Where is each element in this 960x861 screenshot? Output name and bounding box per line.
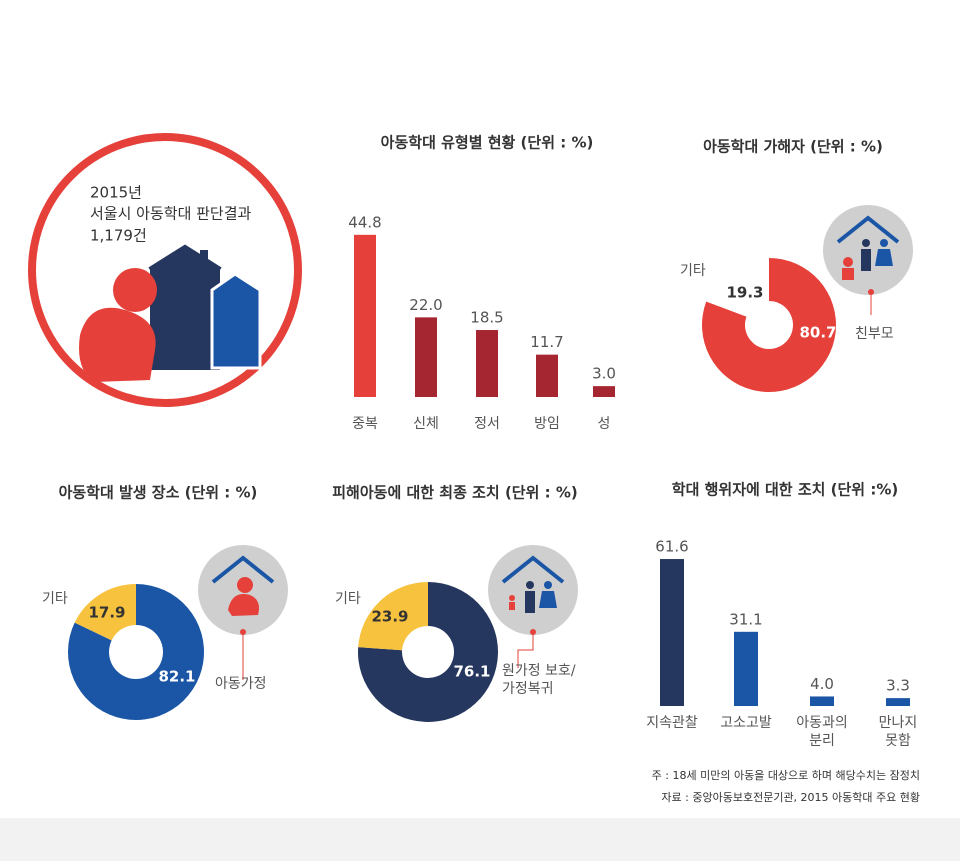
- icon-family: [488, 545, 578, 668]
- category-label: 고소고발: [720, 715, 772, 731]
- chart-title: 피해아동에 대한 최종 조치 (단위 : %): [332, 484, 577, 502]
- category-label: 지속관찰: [646, 715, 698, 731]
- category-label: 원가정 보호/가정복귀: [502, 663, 576, 697]
- bar: [415, 317, 437, 397]
- category-label: 아동가정: [215, 676, 267, 692]
- value-label: 44.8: [348, 213, 381, 231]
- intro-year: 2015년: [90, 184, 142, 202]
- donut-slice: [74, 584, 136, 641]
- value-label: 4.0: [810, 675, 834, 693]
- category-label: 방임: [534, 416, 560, 432]
- chart-title: 아동학대 발생 장소 (단위 : %): [59, 484, 258, 502]
- category-label: 친부모: [855, 326, 894, 342]
- value-label: 3.0: [592, 365, 616, 383]
- category-label: 정서: [474, 416, 500, 432]
- value-label: 19.3: [726, 284, 763, 302]
- bar: [476, 330, 498, 397]
- donut-slice: [702, 258, 836, 392]
- category-label: 기타: [42, 591, 68, 607]
- note: 자료 : 중앙아동보호전문기관, 2015 아동학대 주요 현황: [661, 791, 920, 804]
- bar: [734, 631, 758, 706]
- donut-slice: [68, 584, 205, 720]
- value-label: 22.0: [409, 296, 442, 314]
- value-label: 17.9: [88, 604, 125, 622]
- value-label: 31.1: [729, 610, 762, 628]
- chart-title: 아동학대 유형별 현황 (단위 : %): [381, 134, 594, 152]
- donut-slice: [358, 582, 428, 651]
- bar: [536, 354, 558, 397]
- chart-title: 학대 행위자에 대한 조치 (단위 :%): [672, 481, 898, 499]
- intro-title: 서울시 아동학대 판단결과: [90, 205, 252, 223]
- value-label: 76.1: [453, 663, 490, 681]
- bar: [886, 698, 910, 706]
- category-label: 성: [597, 416, 611, 432]
- category-label: 중복: [352, 416, 378, 432]
- donut-slice: [358, 582, 498, 723]
- category-label: 기타: [335, 591, 361, 607]
- value-label: 11.7: [530, 333, 563, 351]
- category-label: 아동과의 분리: [796, 715, 848, 749]
- icon-home: [198, 545, 288, 680]
- note: 주 : 18세 미만의 아동을 대상으로 하며 해당수치는 잠정치: [652, 768, 920, 782]
- bar: [810, 696, 834, 706]
- chart-title: 아동학대 가해자 (단위 : %): [703, 138, 883, 156]
- category-label: 신체: [413, 416, 439, 432]
- donut-slice: [706, 258, 769, 317]
- value-label: 80.7: [799, 324, 836, 342]
- footer-band: [0, 818, 960, 861]
- icon-parents: [823, 205, 913, 315]
- value-label: 61.6: [655, 538, 688, 556]
- category-label: 기타: [680, 263, 706, 279]
- bar: [354, 234, 376, 397]
- category-label: 만나지 못함: [878, 715, 918, 749]
- bar: [593, 386, 615, 397]
- intro-count: 1,179건: [90, 227, 147, 245]
- value-label: 23.9: [371, 608, 408, 626]
- value-label: 18.5: [470, 309, 503, 327]
- bar: [660, 559, 684, 706]
- value-label: 82.1: [158, 668, 195, 686]
- intro-icon: [79, 244, 262, 382]
- value-label: 3.3: [886, 677, 910, 695]
